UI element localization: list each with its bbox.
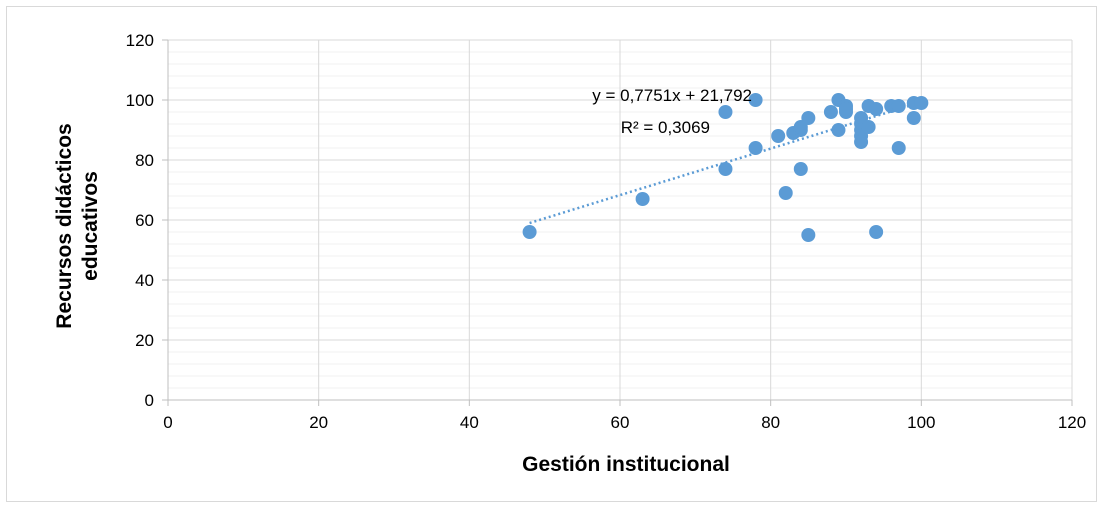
data-point: [793, 162, 808, 176]
y-axis-title-line-2: educativos: [79, 171, 102, 281]
data-point: [748, 141, 763, 155]
y-axis-title: Recursos didácticos educativos: [53, 123, 102, 328]
data-point: [718, 105, 733, 119]
data-point: [831, 123, 846, 137]
scatter-chart: 0 20 40 60 80 100 120 0 20 40 60 80 100 120 y = 0,775…: [53, 31, 1087, 476]
chart-frame: 0 20 40 60 80 100 120 0 20 40 60 80 100 120 y = 0,775…: [6, 6, 1097, 502]
tick-labels: 0 20 40 60 80 100 120 0 20 40 60 80 100 120: [126, 31, 1087, 432]
data-point: [801, 111, 816, 125]
data-point: [891, 99, 906, 113]
data-point: [854, 135, 869, 149]
y-tick-label: 40: [135, 271, 154, 290]
x-tick-label: 0: [163, 413, 172, 432]
x-axis-title: Gestión institucional: [522, 453, 730, 476]
x-tick-label: 120: [1058, 413, 1086, 432]
data-point: [748, 93, 763, 107]
x-tick-label: 100: [907, 413, 935, 432]
trendline-equation: y = 0,7751x + 21,792: [592, 86, 752, 105]
data-point: [801, 228, 816, 242]
data-point: [869, 102, 884, 116]
data-points: [522, 93, 929, 242]
data-point: [906, 111, 921, 125]
y-tick-label: 80: [135, 151, 154, 170]
y-tick-label: 0: [145, 391, 154, 410]
x-tick-label: 60: [611, 413, 630, 432]
y-tick-label: 120: [126, 31, 154, 50]
x-tick-label: 20: [309, 413, 328, 432]
data-point: [823, 105, 838, 119]
data-point: [522, 225, 537, 239]
y-tick-label: 100: [126, 91, 154, 110]
gridlines: [162, 39, 1073, 406]
data-point: [891, 141, 906, 155]
y-tick-label: 20: [135, 331, 154, 350]
y-tick-label: 60: [135, 211, 154, 230]
x-tick-label: 80: [761, 413, 780, 432]
data-point: [635, 192, 650, 206]
x-tick-label: 40: [460, 413, 479, 432]
data-point: [839, 102, 853, 116]
data-point: [718, 162, 733, 176]
trendline-r2: R² = 0,3069: [621, 118, 710, 137]
data-point: [861, 120, 876, 134]
data-point: [914, 96, 929, 110]
data-point: [771, 129, 786, 143]
data-point: [869, 225, 884, 239]
y-axis-title-line-1: Recursos didácticos: [53, 123, 76, 328]
data-point: [778, 186, 793, 200]
